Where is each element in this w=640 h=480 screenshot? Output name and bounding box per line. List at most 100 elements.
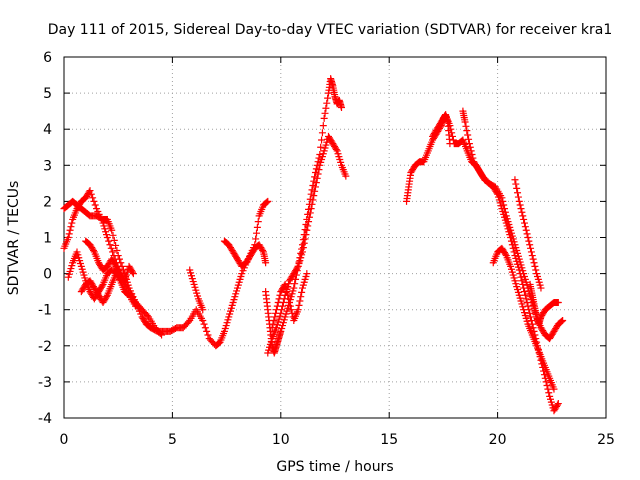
x-axis-label: GPS time / hours: [276, 459, 393, 475]
series-track-j: [268, 270, 311, 332]
data-point: [296, 297, 304, 305]
data-point: [305, 213, 313, 221]
data-point: [550, 385, 558, 393]
data-point: [87, 190, 95, 198]
grid-lines: [64, 57, 606, 418]
y-tick-label: -4: [38, 411, 52, 427]
data-point: [67, 223, 75, 231]
data-point: [449, 132, 457, 140]
data-point: [298, 248, 306, 256]
y-tick-label: -3: [38, 375, 52, 391]
data-point: [529, 255, 537, 263]
data-point: [527, 313, 535, 321]
data-point: [545, 389, 553, 397]
data-point: [253, 223, 261, 231]
series-track-m: [459, 107, 567, 343]
data-point: [274, 298, 282, 306]
data-point: [253, 229, 261, 237]
series-track-f: [186, 266, 207, 314]
y-tick-label: -1: [38, 303, 52, 319]
data-point: [514, 193, 522, 201]
series-track-e: [82, 237, 137, 285]
data-point: [112, 241, 120, 249]
data-point: [322, 104, 330, 112]
data-point: [515, 197, 523, 205]
x-tick-label: 15: [380, 432, 398, 448]
data-point: [184, 318, 192, 326]
data-point: [306, 209, 314, 217]
series-track-k: [403, 111, 454, 205]
data-point: [513, 184, 521, 192]
y-tick-label: 0: [43, 267, 52, 283]
plot-frame: [63, 56, 607, 419]
data-point: [91, 201, 99, 209]
data-point: [528, 252, 536, 260]
data-point: [264, 197, 272, 205]
data-point: [201, 324, 209, 332]
data-point: [282, 284, 290, 292]
data-point: [542, 378, 550, 386]
data-point: [314, 170, 322, 178]
data-point: [110, 236, 118, 244]
data-point: [110, 252, 118, 260]
data-point: [317, 143, 325, 151]
data-point: [300, 239, 308, 247]
data-point: [305, 218, 313, 226]
data-point: [543, 382, 551, 390]
series-track-h: [262, 75, 346, 357]
data-point: [295, 301, 303, 309]
data-point: [517, 273, 525, 281]
data-point: [522, 295, 530, 303]
y-axis-label: SDTVAR / TECUs: [6, 181, 22, 296]
data-point: [109, 248, 117, 256]
data-point: [498, 194, 506, 202]
x-tick-label: 25: [597, 432, 615, 448]
series-track-p: [511, 176, 545, 292]
data-point: [517, 205, 525, 213]
data-point: [298, 288, 306, 296]
data-point: [271, 313, 279, 321]
data-point: [520, 288, 528, 296]
data-point: [285, 298, 293, 306]
data-point: [286, 302, 294, 310]
tick-labels: 0 5 10 15 20 25 -4 -3 -2 -1 0 1 2 3 4 5 6: [38, 50, 615, 448]
data-point: [259, 246, 267, 254]
data-point: [554, 400, 562, 408]
data-point: [103, 234, 111, 241]
data-point: [501, 205, 509, 213]
data-point: [307, 205, 315, 213]
data-point: [287, 306, 295, 314]
data-point: [519, 212, 527, 220]
data-point: [321, 109, 329, 117]
data-point: [320, 114, 328, 122]
x-tick-label: 0: [60, 432, 69, 448]
data-point: [281, 280, 289, 288]
series-track-o: [526, 280, 562, 328]
data-point: [302, 231, 310, 239]
data-point: [105, 237, 113, 245]
data-point: [290, 284, 298, 292]
data-point: [108, 226, 116, 234]
data-point: [499, 197, 507, 205]
data-point: [66, 226, 74, 234]
x-tick-label: 5: [168, 432, 177, 448]
x-tick-label: 10: [272, 432, 290, 448]
data-point: [143, 311, 151, 319]
data-point: [518, 277, 526, 285]
data-point: [309, 196, 317, 204]
data-point: [102, 293, 110, 301]
data-point: [89, 246, 97, 254]
data-point: [129, 268, 137, 276]
data-point: [468, 150, 476, 158]
data-point: [448, 129, 456, 137]
data-point: [283, 288, 291, 296]
data-point: [132, 302, 140, 310]
data-point: [501, 208, 509, 216]
data-point: [465, 140, 473, 148]
data-point: [537, 284, 545, 292]
data-point: [511, 176, 519, 184]
data-point: [516, 201, 524, 209]
data-point: [463, 127, 471, 135]
data-point: [342, 172, 350, 180]
data-point: [447, 125, 455, 133]
